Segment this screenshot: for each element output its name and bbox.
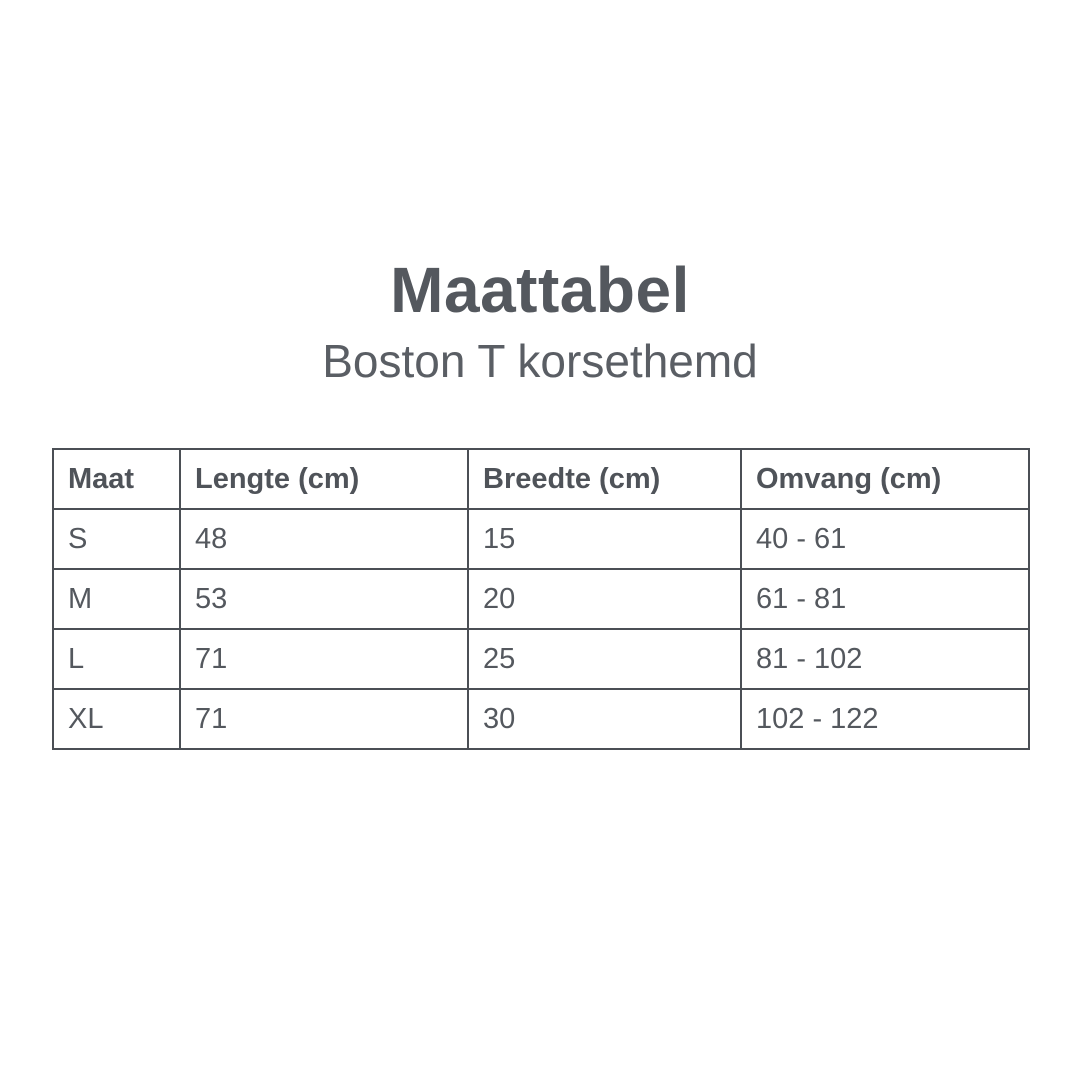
size-cell: L [52,628,181,690]
column-header: Omvang (cm) [740,448,1030,510]
size-table-header: Maat Lengte (cm) Breedte (cm) Omvang (cm) [52,448,1030,510]
column-header: Lengte (cm) [179,448,469,510]
page-subtitle: Boston T korsethemd [322,335,758,387]
table-row: M 53 20 61 - 81 [52,568,1030,630]
table-row: S 48 15 40 - 61 [52,508,1030,570]
value-cell: 71 [179,628,469,690]
header-row: Maat Lengte (cm) Breedte (cm) Omvang (cm) [52,448,1030,510]
value-cell: 53 [179,568,469,630]
size-cell: M [52,568,181,630]
page-title: Maattabel [390,254,690,326]
column-header: Breedte (cm) [467,448,742,510]
header: Maattabel Boston T korsethemd [0,258,1080,384]
value-cell: 15 [467,508,742,570]
value-cell: 81 - 102 [740,628,1030,690]
value-cell: 71 [179,688,469,750]
value-cell: 25 [467,628,742,690]
value-cell: 30 [467,688,742,750]
size-cell: S [52,508,181,570]
size-table-body: S 48 15 40 - 61 M 53 20 61 - 81 L 71 25 81 - 102 XL 7… [52,508,1030,750]
table-row: XL 71 30 102 - 122 [52,688,1030,750]
size-table: Maat Lengte (cm) Breedte (cm) Omvang (cm) S… [52,448,1030,750]
size-cell: XL [52,688,181,750]
value-cell: 48 [179,508,469,570]
column-header: Maat [52,448,181,510]
value-cell: 61 - 81 [740,568,1030,630]
value-cell: 40 - 61 [740,508,1030,570]
value-cell: 102 - 122 [740,688,1030,750]
table-row: L 71 25 81 - 102 [52,628,1030,690]
value-cell: 20 [467,568,742,630]
